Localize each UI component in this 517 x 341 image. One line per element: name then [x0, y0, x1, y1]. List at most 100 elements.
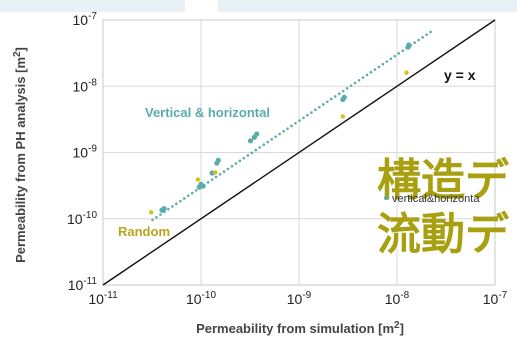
fit-dot	[329, 97, 333, 101]
fit-dot	[286, 127, 289, 130]
fit-dot	[333, 95, 337, 98]
fit-dot	[171, 205, 174, 208]
fit-dot	[341, 89, 345, 93]
point-random-2	[213, 170, 218, 175]
fit-dot	[361, 76, 365, 79]
y-tick-label-0: 10-11	[68, 276, 98, 293]
point-vertical-horizontal-14	[406, 42, 412, 48]
fit-dot	[155, 215, 158, 219]
fit-dot	[417, 38, 420, 42]
fit-dot	[222, 170, 226, 173]
fit-dot	[238, 159, 242, 163]
fit-dot	[377, 65, 381, 69]
top-strip	[0, 0, 517, 12]
x-tick-label-1: 10-10	[186, 290, 216, 307]
fit-dot	[230, 164, 234, 168]
point-random-3	[340, 114, 346, 119]
fit-dot	[250, 151, 254, 155]
y-tick-label-3: 10-8	[73, 77, 98, 94]
fit-dot	[262, 143, 266, 147]
y-axis-title: Permeability from PH analysis [m2]	[12, 47, 28, 263]
fit-dot	[294, 121, 297, 125]
fit-dot	[167, 207, 170, 211]
fit-dot	[353, 81, 357, 85]
top-strip-right	[218, 0, 517, 12]
fit-dot	[365, 73, 369, 77]
fit-dot	[254, 148, 258, 152]
reference-line-y-equals-x	[102, 19, 496, 286]
annotation-y-equals-x: y = x	[444, 67, 476, 83]
y-tick-label-4: 10-7	[73, 11, 98, 28]
x-tick-label-0: 10-11	[88, 290, 118, 307]
fit-dot	[270, 138, 273, 141]
fit-dot	[258, 146, 262, 149]
fit-dot	[206, 181, 210, 184]
legend-marker	[384, 196, 388, 200]
fit-dot	[322, 103, 325, 106]
fit-dot	[278, 132, 281, 136]
x-tick-label-2: 10-9	[287, 290, 312, 307]
point-random-4	[404, 70, 409, 75]
fit-dot	[389, 57, 393, 61]
point-vertical-horizontal-1	[161, 206, 167, 212]
annotation-random: Random	[118, 224, 170, 239]
y-tick-label-2: 10-9	[73, 144, 98, 161]
fit-dot	[182, 197, 186, 200]
fit-dot	[349, 84, 353, 87]
data-points	[148, 42, 412, 215]
fit-dot	[373, 68, 377, 71]
fit-dot	[429, 30, 432, 34]
fit-dot	[234, 162, 238, 165]
fit-dot	[175, 202, 178, 206]
fit-dot	[318, 105, 321, 109]
fit-dot	[218, 172, 222, 176]
point-random-0	[148, 210, 154, 215]
fit-dot	[393, 54, 397, 58]
overlay-text-1: 構造デ	[377, 155, 510, 206]
point-vertical-horizontal-8	[247, 138, 254, 144]
fit-dot	[337, 92, 341, 96]
fit-dot	[274, 135, 277, 138]
fit-dot	[242, 156, 246, 160]
fit-dot	[385, 60, 389, 63]
fit-dot	[325, 100, 329, 104]
point-vertical-horizontal-7	[215, 157, 221, 163]
fit-dot	[190, 191, 194, 195]
x-tick-label-4: 10-7	[483, 290, 508, 307]
fit-dot	[246, 154, 250, 157]
fit-dot	[266, 140, 269, 144]
fit-dot	[413, 41, 416, 44]
fit-dot	[345, 87, 349, 90]
fit-dot	[369, 70, 373, 74]
y-tick-label-1: 10-10	[67, 210, 97, 227]
point-vertical-horizontal-4	[200, 183, 206, 189]
x-tick-labels: 10-11 10-10 10-9 10-8 10-7	[88, 290, 507, 307]
fit-dot	[314, 108, 317, 112]
fit-dot	[179, 199, 182, 203]
fit-dot	[421, 36, 424, 39]
fit-dot	[186, 194, 190, 198]
overlay-text-2: 流動デ	[377, 209, 510, 260]
fit-dot	[210, 178, 214, 181]
fit-dot	[310, 111, 313, 114]
fit-dot	[401, 49, 405, 53]
fit-dot	[357, 78, 361, 82]
x-tick-label-3: 10-8	[385, 290, 410, 307]
legend-label: vertical&horizonta	[392, 193, 480, 205]
fit-dot	[306, 113, 309, 117]
fit-dot	[298, 119, 301, 122]
point-vertical-horizontal-10	[254, 131, 260, 137]
fit-dot	[397, 52, 401, 55]
fit-dot	[302, 116, 305, 120]
y-tick-labels: 10-11 10-10 10-9 10-8 10-7	[67, 11, 97, 293]
x-axis-title: Permeability from simulation [m2]	[196, 320, 404, 336]
fit-dot	[381, 62, 385, 66]
point-random-1	[195, 177, 201, 182]
fit-dot	[151, 218, 154, 222]
annotation-vertical-horizontal: Vertical & horizontal	[145, 105, 270, 120]
fit-dot	[214, 175, 218, 179]
fit-dot	[226, 167, 230, 171]
fit-dot	[194, 189, 198, 192]
top-strip-left	[0, 0, 185, 12]
